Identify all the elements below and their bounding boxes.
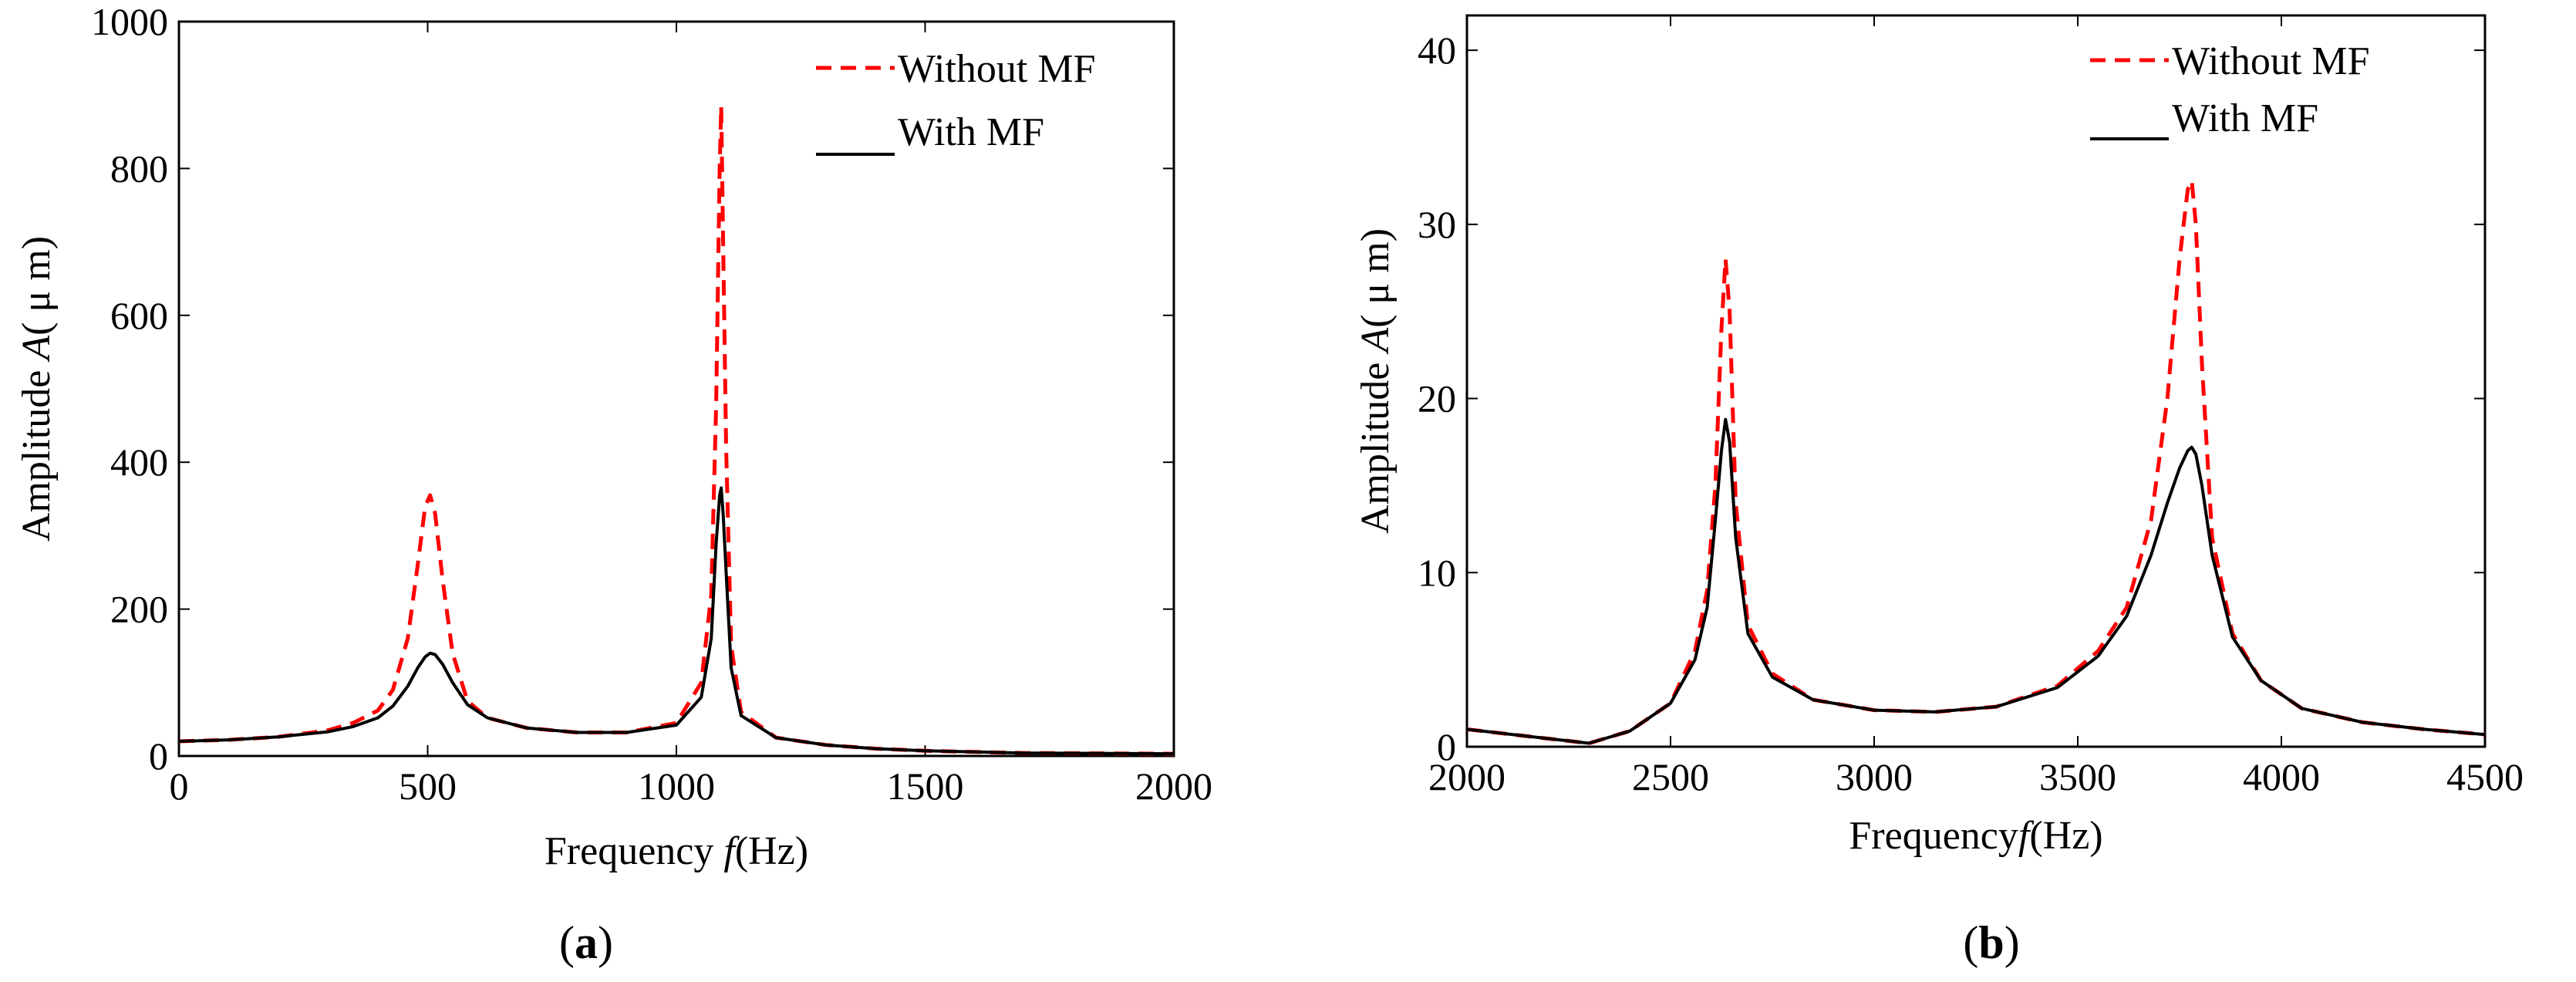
x-tick-label-a-1: 500 [399, 764, 457, 808]
legend-label-without-mf-a: Without MF [898, 47, 1096, 91]
y-ticks-a: 0 200 400 600 800 1000 [91, 0, 1174, 778]
y-tick-label-b-1: 10 [1418, 551, 1456, 594]
x-tick-label-b-0: 2000 [1428, 755, 1505, 798]
series-line-b-with-mf [1466, 417, 2486, 745]
x-axis-label-a: Frequency f(Hz) [545, 829, 808, 873]
legend-label-with-mf-b: With MF [2172, 96, 2318, 140]
y-tick-label-a-4: 800 [110, 147, 168, 190]
series-line-b-without-mf [1466, 178, 2486, 745]
x-tick-label-b-2: 3000 [1836, 755, 1913, 798]
y-tick-label-b-2: 20 [1418, 377, 1456, 420]
x-ticks-b: 2000 2500 3000 3500 4000 4500 [1428, 15, 2524, 798]
y-ticks-b: 0 10 20 30 40 [1418, 29, 2485, 768]
y-tick-label-a-1: 200 [110, 588, 168, 631]
panel-caption-b: (b) [1963, 917, 2019, 968]
series-a [178, 104, 1175, 756]
x-tick-label-b-3: 3500 [2039, 755, 2116, 798]
plot-frame-b [1465, 14, 2487, 748]
series-b [1466, 178, 2486, 745]
y-tick-label-a-3: 600 [110, 294, 168, 337]
y-axis-label-b: Amplitude A( μ m) [1354, 228, 1398, 534]
chart-panel-b: 2000 2500 3000 3500 4000 4500 0 10 20 30 40 Witho… [1354, 14, 2524, 968]
x-tick-label-a-4: 2000 [1135, 764, 1212, 808]
legend-label-without-mf-b: Without MF [2172, 39, 2370, 83]
x-tick-label-b-4: 4000 [2243, 755, 2320, 798]
series-line-a-with-mf [178, 486, 1175, 756]
x-tick-label-a-3: 1500 [887, 764, 964, 808]
y-axis-label-a: Amplitude A( μ m) [15, 236, 59, 542]
x-tick-label-a-0: 0 [170, 764, 189, 808]
legend-a: Without MF With MF [816, 47, 1096, 156]
panel-caption-a: (a) [559, 917, 613, 968]
legend-label-with-mf-a: With MF [898, 110, 1044, 154]
legend-b: Without MF With MF [2090, 39, 2370, 140]
y-tick-label-b-0: 0 [1437, 725, 1456, 768]
y-tick-label-a-2: 400 [110, 440, 168, 484]
x-tick-label-b-1: 2500 [1632, 755, 1709, 798]
x-tick-label-b-5: 4500 [2446, 755, 2524, 798]
chart-panel-a: 0 500 1000 1500 2000 0 200 400 600 800 1000 Witho… [15, 0, 1212, 968]
y-tick-label-a-0: 0 [149, 734, 168, 778]
series-line-a-without-mf [178, 104, 1175, 756]
x-axis-label-b: Frequencyf(Hz) [1849, 814, 2102, 858]
x-ticks-a: 0 500 1000 1500 2000 [170, 22, 1212, 808]
y-tick-label-a-5: 1000 [91, 0, 168, 43]
x-tick-label-a-2: 1000 [638, 764, 715, 808]
y-tick-label-b-4: 40 [1418, 29, 1456, 72]
y-tick-label-b-3: 30 [1418, 203, 1456, 246]
